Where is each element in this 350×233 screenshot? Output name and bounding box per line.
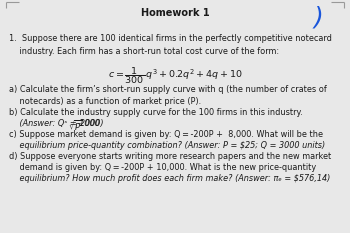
Text: Homework 1: Homework 1 <box>141 8 209 18</box>
Text: industry. Each firm has a short-run total cost curve of the form:: industry. Each firm has a short-run tota… <box>9 47 279 56</box>
Text: $c = \dfrac{1}{300}\,q^3 + 0.2q^2 + 4q + 10$: $c = \dfrac{1}{300}\,q^3 + 0.2q^2 + 4q +… <box>108 65 242 86</box>
Text: $\sqrt{P}$: $\sqrt{P}$ <box>68 119 82 133</box>
Text: b) Calculate the industry supply curve for the 100 firms in this industry.: b) Calculate the industry supply curve f… <box>9 108 302 117</box>
Text: 1.  Suppose there are 100 identical firms in the perfectly competitive notecard: 1. Suppose there are 100 identical firms… <box>9 34 332 43</box>
Text: demand is given by: Q = -200P + 10,000. What is the new price-quantity: demand is given by: Q = -200P + 10,000. … <box>9 163 316 172</box>
Text: equilibrium? How much profit does each firm make? (Answer: πₑ = $576,14): equilibrium? How much profit does each f… <box>9 174 330 183</box>
Text: d) Suppose everyone starts writing more research papers and the new market: d) Suppose everyone starts writing more … <box>9 152 331 161</box>
Text: notecards) as a function of market price (P).: notecards) as a function of market price… <box>9 97 201 106</box>
Text: a) Calculate the firm’s short-run supply curve with q (the number of crates of: a) Calculate the firm’s short-run supply… <box>9 85 327 94</box>
Text: c) Suppose market demand is given by: Q = -200P +  8,000. What will be the: c) Suppose market demand is given by: Q … <box>9 130 323 139</box>
Text: -2000): -2000) <box>78 119 105 128</box>
Text: (Answer: Qˢ = 1000: (Answer: Qˢ = 1000 <box>9 119 99 128</box>
Text: ): ) <box>313 6 323 30</box>
Text: equilibrium price-quantity combination? (Answer: P = $25; Q = 3000 units): equilibrium price-quantity combination? … <box>9 141 325 150</box>
